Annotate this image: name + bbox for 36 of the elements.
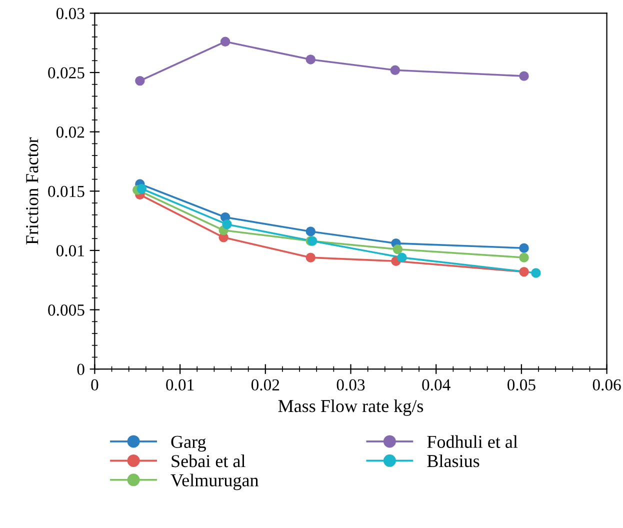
legend-label: Fodhuli et al [427, 435, 518, 448]
x-tick-label: 0.04 [422, 379, 450, 391]
y-tick-label: 0.03 [56, 8, 84, 20]
point [306, 252, 316, 262]
point [306, 54, 316, 64]
legend-label: Garg [171, 436, 206, 452]
y-tick-label: 0.01 [56, 245, 84, 256]
point [222, 219, 232, 230]
point [220, 36, 230, 47]
x-tick-label: 0 [91, 379, 98, 391]
legend-label: Blasius [427, 454, 480, 468]
point [135, 76, 145, 86]
x-tick-label: 0.05 [508, 379, 536, 391]
point [392, 244, 403, 254]
x-tick-label: 0.06 [592, 379, 621, 391]
point [136, 184, 146, 194]
y-axis-title: Friction Factor [26, 137, 38, 245]
point [390, 65, 400, 75]
y-tick-label: 0.02 [56, 126, 84, 138]
legend-label: Velmurugan [170, 474, 258, 490]
y-tick-label: 0.025 [48, 67, 84, 79]
x-tick-label: 0.03 [336, 379, 365, 391]
y-tick-label: 0.005 [48, 304, 84, 316]
x-tick-label: 0.02 [251, 379, 280, 391]
x-tick-label: 0.01 [166, 379, 194, 391]
point [519, 243, 529, 253]
point [519, 266, 529, 277]
point [519, 252, 529, 262]
y-tick-label: 0.015 [48, 186, 84, 198]
point [531, 268, 541, 278]
legend-label: Sebai et al [172, 454, 246, 468]
x-axis-title: Mass Flow rate kg/s [278, 399, 424, 416]
point [306, 226, 316, 236]
point [519, 71, 529, 81]
y-tick-label: 0 [77, 364, 84, 376]
point [397, 252, 407, 262]
